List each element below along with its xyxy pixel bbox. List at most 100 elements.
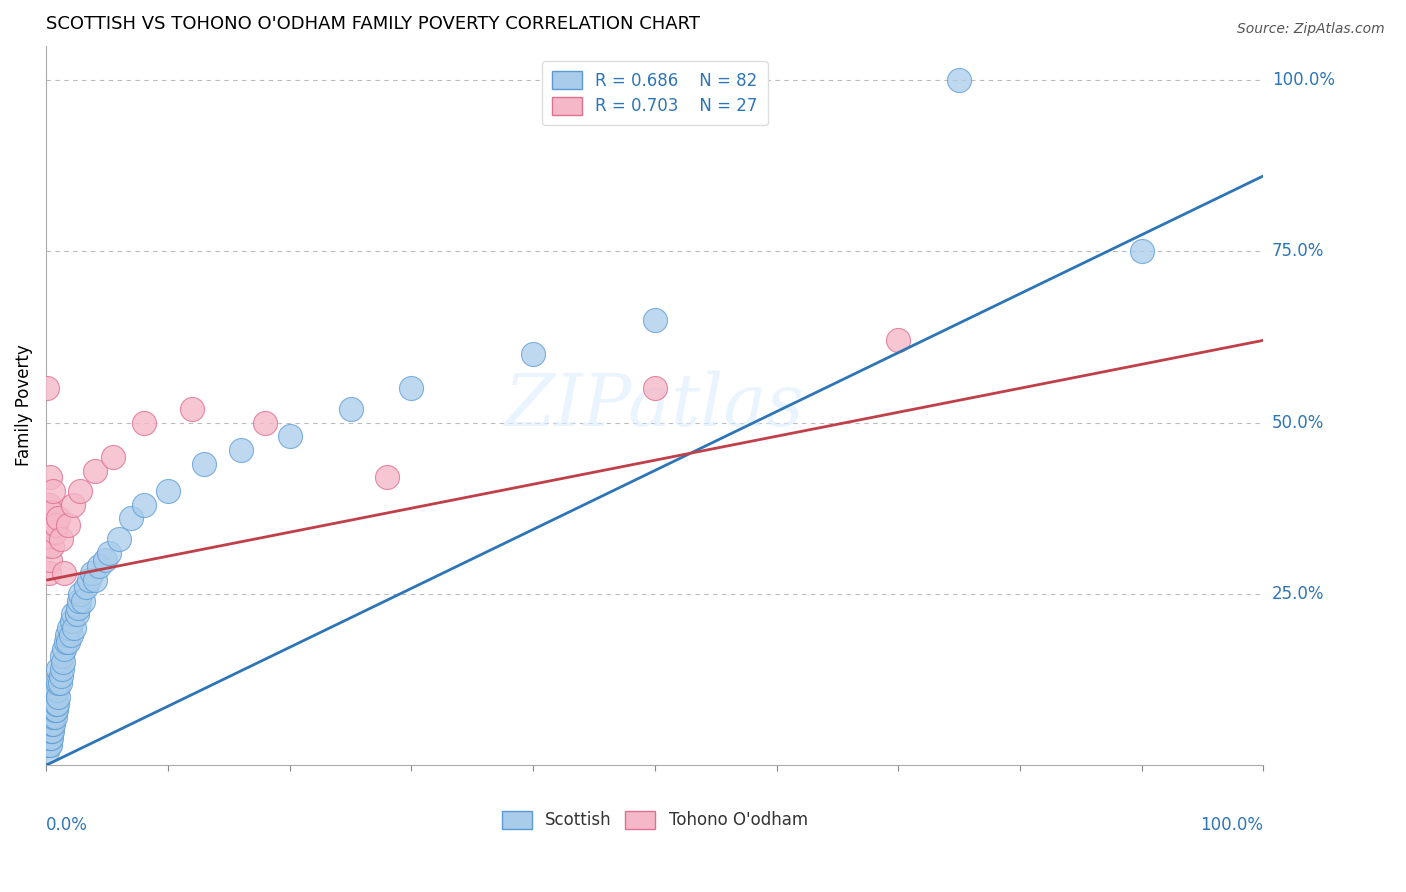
Point: [254, 416, 277, 430]
Point: [42, 703, 65, 717]
Point: [39, 717, 62, 731]
Point: [45, 703, 67, 717]
Point: [38, 738, 60, 752]
Point: [181, 401, 204, 416]
Point: [51, 648, 73, 663]
Point: [38, 710, 60, 724]
Point: [44, 703, 66, 717]
Point: [49, 669, 72, 683]
Point: [39, 703, 62, 717]
Text: 100.0%: 100.0%: [1272, 71, 1334, 89]
Point: [56, 518, 79, 533]
Point: [41, 703, 63, 717]
Point: [45, 676, 67, 690]
Point: [48, 676, 70, 690]
Point: [60, 615, 83, 629]
Point: [98, 546, 121, 560]
Point: [48, 511, 70, 525]
Point: [38, 738, 60, 752]
Point: [644, 381, 666, 395]
Point: [38, 518, 60, 533]
Point: [37, 723, 59, 738]
Point: [522, 347, 544, 361]
Point: [156, 484, 179, 499]
Point: [38, 723, 60, 738]
Point: [52, 656, 75, 670]
Point: [69, 484, 91, 499]
Point: [44, 710, 66, 724]
Point: [83, 463, 105, 477]
Point: [37, 710, 59, 724]
Point: [38, 717, 60, 731]
Point: [41, 539, 63, 553]
Point: [120, 511, 142, 525]
Point: [38, 703, 60, 717]
Point: [42, 710, 65, 724]
Point: [132, 498, 155, 512]
Point: [48, 690, 70, 704]
Point: [37, 744, 59, 758]
Text: 100.0%: 100.0%: [1201, 815, 1264, 833]
Point: [67, 593, 90, 607]
Point: [38, 498, 60, 512]
Point: [37, 532, 59, 546]
Point: [948, 73, 970, 87]
Point: [39, 731, 62, 745]
Point: [37, 738, 59, 752]
Point: [93, 552, 115, 566]
Point: [39, 723, 62, 738]
Point: [42, 484, 65, 499]
Point: [41, 717, 63, 731]
Point: [41, 697, 63, 711]
Point: [72, 593, 94, 607]
Text: 25.0%: 25.0%: [1272, 585, 1324, 603]
Point: [45, 697, 67, 711]
Point: [41, 710, 63, 724]
Point: [37, 381, 59, 395]
Point: [887, 334, 910, 348]
Point: [375, 470, 398, 484]
Point: [63, 621, 86, 635]
Point: [46, 697, 69, 711]
Y-axis label: Family Poverty: Family Poverty: [15, 344, 32, 467]
Text: 0.0%: 0.0%: [46, 815, 89, 833]
Point: [51, 662, 73, 676]
Point: [45, 518, 67, 533]
Text: 75.0%: 75.0%: [1272, 243, 1324, 260]
Point: [38, 717, 60, 731]
Point: [44, 690, 66, 704]
Point: [37, 717, 59, 731]
Point: [41, 723, 63, 738]
Point: [37, 723, 59, 738]
Point: [62, 607, 84, 622]
Point: [38, 566, 60, 581]
Point: [53, 566, 76, 581]
Point: [38, 731, 60, 745]
Point: [59, 628, 82, 642]
Point: [1130, 244, 1153, 259]
Point: [101, 450, 124, 464]
Point: [229, 442, 252, 457]
Point: [38, 710, 60, 724]
Point: [39, 505, 62, 519]
Point: [108, 532, 131, 546]
Point: [278, 429, 301, 443]
Point: [69, 587, 91, 601]
Point: [401, 381, 423, 395]
Point: [37, 731, 59, 745]
Point: [644, 312, 666, 326]
Point: [48, 676, 70, 690]
Text: SCOTTISH VS TOHONO O'ODHAM FAMILY POVERTY CORRELATION CHART: SCOTTISH VS TOHONO O'ODHAM FAMILY POVERT…: [46, 15, 700, 33]
Point: [193, 457, 215, 471]
Point: [75, 580, 97, 594]
Point: [339, 401, 361, 416]
Point: [38, 552, 60, 566]
Point: [132, 416, 155, 430]
Point: [77, 573, 100, 587]
Point: [38, 470, 60, 484]
Point: [46, 682, 69, 697]
Point: [38, 723, 60, 738]
Point: [39, 710, 62, 724]
Point: [53, 641, 76, 656]
Point: [56, 628, 79, 642]
